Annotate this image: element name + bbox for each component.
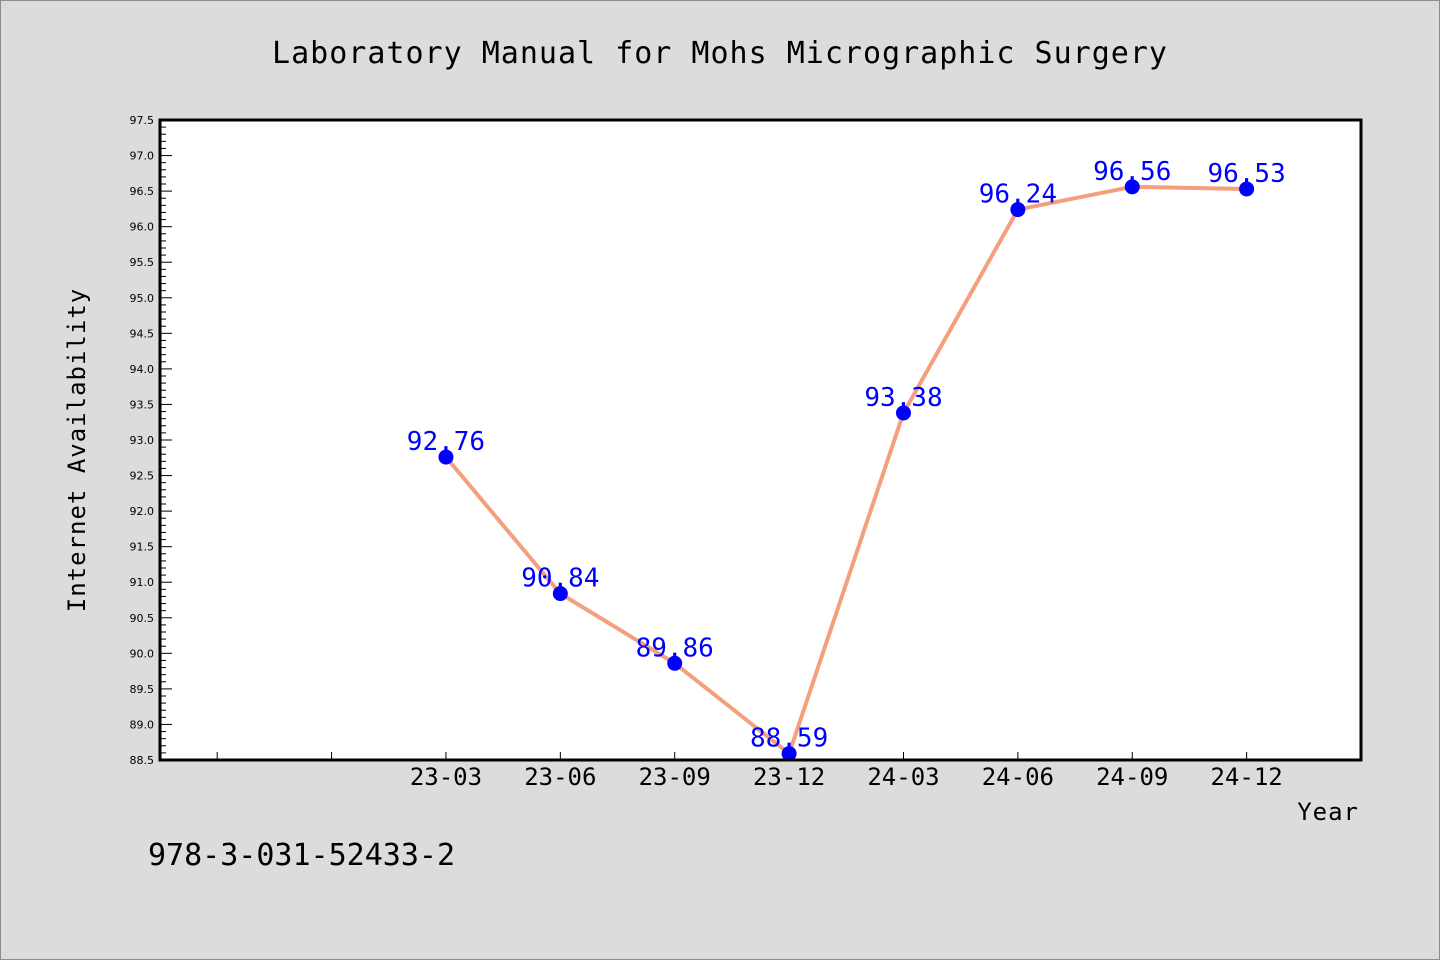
y-tick-label: 97.0 xyxy=(130,150,155,163)
y-tick-label: 95.5 xyxy=(130,256,155,269)
y-tick-label: 92.5 xyxy=(130,470,155,483)
series-layer xyxy=(438,179,1255,762)
data-label: 96.24 xyxy=(979,180,1057,210)
x-tick-label: 23-06 xyxy=(524,763,596,791)
data-point xyxy=(667,655,683,671)
x-tick-label: 24-06 xyxy=(982,763,1054,791)
x-axis-ticks: 23-03 23-06 23-09 23-12 24-03 24-06 24-09 24-12 xyxy=(216,752,1283,791)
x-tick-label: 23-03 xyxy=(410,763,482,791)
y-tick-label: 95.0 xyxy=(130,292,155,305)
x-tick-label: 24-09 xyxy=(1096,763,1168,791)
y-axis-ticks: 88.5 89.0 89.5 90.0 90.5 91.0 91.5 92.0 92.5 93.0… xyxy=(130,114,172,767)
y-tick-label: 96.5 xyxy=(130,185,155,198)
x-tick-label: 23-12 xyxy=(753,763,825,791)
y-tick-label: 93.0 xyxy=(130,434,155,447)
data-label: 93.38 xyxy=(864,383,942,413)
y-tick-label: 94.0 xyxy=(130,363,155,376)
x-axis-label: Year xyxy=(1297,798,1359,826)
data-point xyxy=(552,586,568,602)
y-tick-label: 90.0 xyxy=(130,647,155,660)
y-tick-label: 93.5 xyxy=(130,398,155,411)
y-tick-label: 90.5 xyxy=(130,612,155,625)
data-label: 90.84 xyxy=(521,564,599,594)
y-axis-label: Internet Availability xyxy=(63,288,91,612)
y-tick-label: 89.0 xyxy=(130,718,155,731)
y-tick-label: 91.0 xyxy=(130,576,155,589)
plot-area xyxy=(160,120,1361,760)
data-labels: 92.76 90.84 89.86 88.59 93.38 96.24 96.56 96.53 xyxy=(407,157,1286,754)
y-tick-label: 96.0 xyxy=(130,221,155,234)
y-tick-label: 92.0 xyxy=(130,505,155,518)
chart-title: Laboratory Manual for Mohs Micrographic … xyxy=(272,36,1168,71)
y-tick-label: 88.5 xyxy=(130,754,155,767)
plot-border xyxy=(158,118,1363,762)
data-point xyxy=(895,405,911,421)
data-point xyxy=(781,746,797,762)
isbn-text: 978-3-031-52433-2 xyxy=(148,838,455,873)
x-tick-label: 24-12 xyxy=(1210,763,1282,791)
data-point xyxy=(1124,179,1140,195)
series-line xyxy=(443,184,1249,756)
data-point xyxy=(438,449,454,465)
y-tick-label: 97.5 xyxy=(130,114,155,127)
y-tick-label: 89.5 xyxy=(130,683,155,696)
data-label: 92.76 xyxy=(407,427,485,457)
data-label: 96.53 xyxy=(1207,159,1285,189)
data-label: 96.56 xyxy=(1093,157,1171,187)
data-point xyxy=(1239,181,1255,197)
data-point xyxy=(1010,202,1026,218)
data-label: 88.59 xyxy=(750,724,828,754)
y-tick-label: 91.5 xyxy=(130,541,155,554)
data-label: 89.86 xyxy=(636,633,714,663)
x-tick-label: 24-03 xyxy=(867,763,939,791)
x-tick-label: 23-09 xyxy=(639,763,711,791)
y-tick-label: 94.5 xyxy=(130,327,155,340)
